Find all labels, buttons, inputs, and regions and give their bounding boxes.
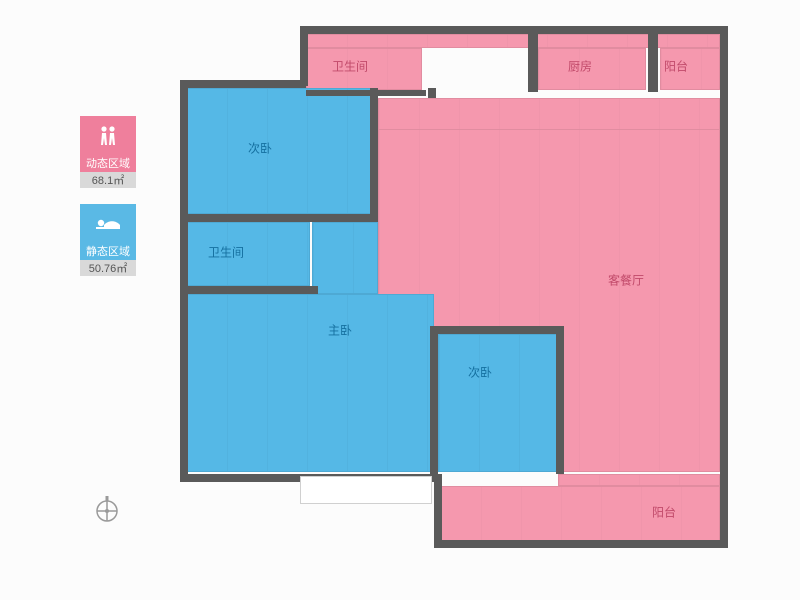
sleeping-icon	[80, 204, 136, 242]
wall-2	[434, 540, 728, 548]
floorplan-canvas: 卫生间厨房阳台客餐厅次卧卫生间主卧次卧阳台 动态区域 68.1㎡ 静态区域 50…	[0, 0, 800, 600]
room-label-balcony-top: 阳台	[664, 58, 688, 75]
legend-dynamic: 动态区域 68.1㎡	[80, 116, 136, 188]
wall-18	[306, 90, 426, 96]
room-balcony-bot	[440, 486, 720, 542]
room-bathroom2	[186, 222, 310, 286]
wall-7	[300, 26, 308, 86]
room-sec-bed-r	[438, 334, 558, 472]
wall-16	[556, 326, 564, 474]
wall-5	[180, 80, 188, 478]
wall-9	[180, 286, 318, 294]
room-label-top-bathroom: 卫生间	[332, 58, 368, 75]
wall-3	[434, 474, 442, 544]
room-label-bathroom2: 卫生间	[208, 244, 244, 261]
room-master-ext	[312, 222, 378, 294]
wall-10	[370, 88, 378, 218]
people-icon	[80, 116, 136, 154]
wall-11	[310, 286, 318, 294]
legend-dynamic-value: 68.1㎡	[80, 172, 136, 188]
wall-8	[180, 214, 378, 222]
wall-6	[180, 80, 306, 88]
room-label-kitchen: 厨房	[568, 58, 592, 75]
wall-14	[648, 34, 658, 92]
room-label-sec-bed-r: 次卧	[468, 364, 492, 381]
room-living-strip	[558, 474, 720, 486]
legend-dynamic-title: 动态区域	[80, 154, 136, 172]
wall-1	[720, 26, 728, 546]
room-label-sec-bed-left: 次卧	[248, 140, 272, 157]
legend-static: 静态区域 50.76㎡	[80, 204, 136, 276]
room-label-balcony-bot: 阳台	[652, 504, 676, 521]
room-sec-bed-left	[186, 88, 372, 214]
room-master	[186, 294, 434, 472]
compass-icon	[92, 494, 122, 524]
wall-0	[300, 26, 726, 34]
legend-static-value: 50.76㎡	[80, 260, 136, 276]
room-label-master: 主卧	[328, 322, 352, 339]
wall-17	[430, 326, 438, 476]
room-label-living: 客餐厅	[608, 272, 644, 289]
floor-gap	[300, 476, 432, 504]
room-hall-notch	[378, 98, 720, 130]
wall-13	[528, 34, 538, 92]
legend-static-title: 静态区域	[80, 242, 136, 260]
wall-12	[428, 88, 436, 98]
wall-15	[430, 326, 562, 334]
